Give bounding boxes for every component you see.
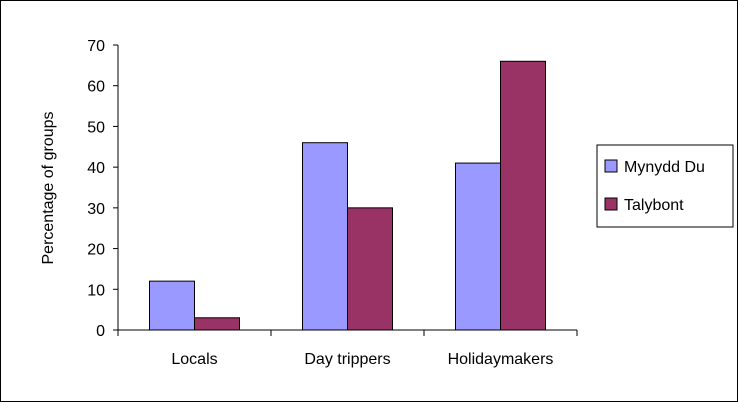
y-tick-label: 30 [87, 201, 105, 218]
y-axis-title: Percentage of groups [40, 112, 57, 265]
bar [194, 317, 240, 331]
y-tick-label: 0 [96, 323, 105, 340]
legend-label: Talybont [624, 197, 684, 214]
y-tick-label: 40 [87, 160, 105, 177]
legend-label: Mynydd Du [624, 159, 705, 176]
y-tick-label: 50 [87, 119, 105, 136]
bar [455, 162, 501, 331]
x-axis: Locals Day trippers Holidaymakers [117, 329, 578, 368]
bar [149, 280, 195, 331]
x-tick-label: Holidaymakers [448, 351, 554, 368]
legend-swatch [604, 159, 618, 173]
y-tick-label: 70 [87, 38, 105, 55]
y-tick-label: 10 [87, 282, 105, 299]
plot-area [149, 60, 546, 331]
y-tick-label: 60 [87, 79, 105, 96]
legend-swatch [604, 197, 618, 211]
x-tick-label: Day trippers [304, 351, 390, 368]
y-tick-label: 20 [87, 242, 105, 259]
bar [302, 142, 348, 331]
legend: Mynydd Du Talybont [596, 144, 734, 228]
y-axis: 0 10 20 30 40 50 60 70 [87, 38, 119, 340]
bar [347, 207, 393, 331]
bar [500, 60, 546, 331]
legend-box [596, 144, 734, 228]
x-tick-label: Locals [171, 351, 217, 368]
